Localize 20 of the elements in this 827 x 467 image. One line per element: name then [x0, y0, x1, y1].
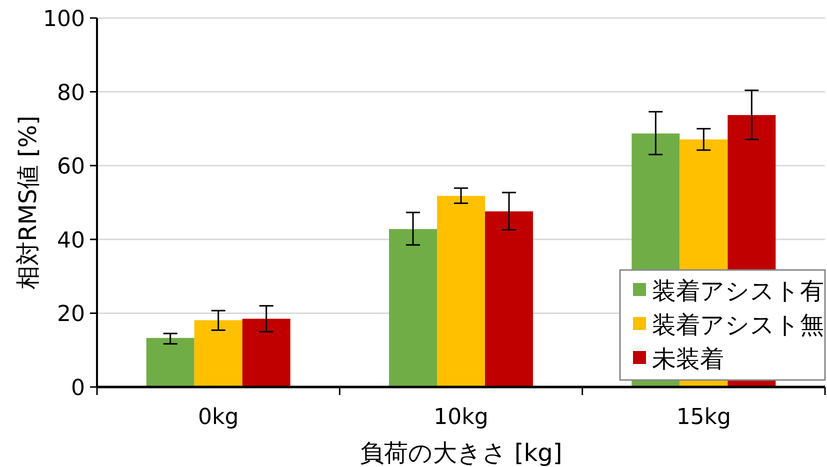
x-tick-label: 15kg — [676, 405, 732, 430]
y-tick-label: 0 — [71, 376, 85, 401]
bar — [194, 320, 242, 387]
bar — [485, 211, 533, 387]
y-tick-label: 40 — [57, 228, 85, 254]
y-tick-label: 80 — [57, 80, 85, 106]
legend-label: 装着アシスト有 — [652, 277, 824, 305]
x-axis-title: 負荷の大きさ [kg] — [360, 439, 562, 467]
y-tick-label: 20 — [57, 302, 85, 328]
y-axis-title: 相対RMS値 [%] — [14, 116, 42, 290]
legend-label: 装着アシスト無 — [652, 311, 824, 339]
x-tick-label: 0kg — [198, 405, 239, 430]
x-tick-label: 10kg — [434, 405, 488, 430]
y-tick-label: 100 — [43, 7, 85, 32]
bar — [389, 229, 437, 387]
bar — [146, 338, 194, 387]
legend-label: 未装着 — [652, 345, 724, 373]
y-tick-label: 60 — [57, 154, 85, 180]
bar — [437, 196, 485, 387]
bar — [242, 318, 290, 387]
